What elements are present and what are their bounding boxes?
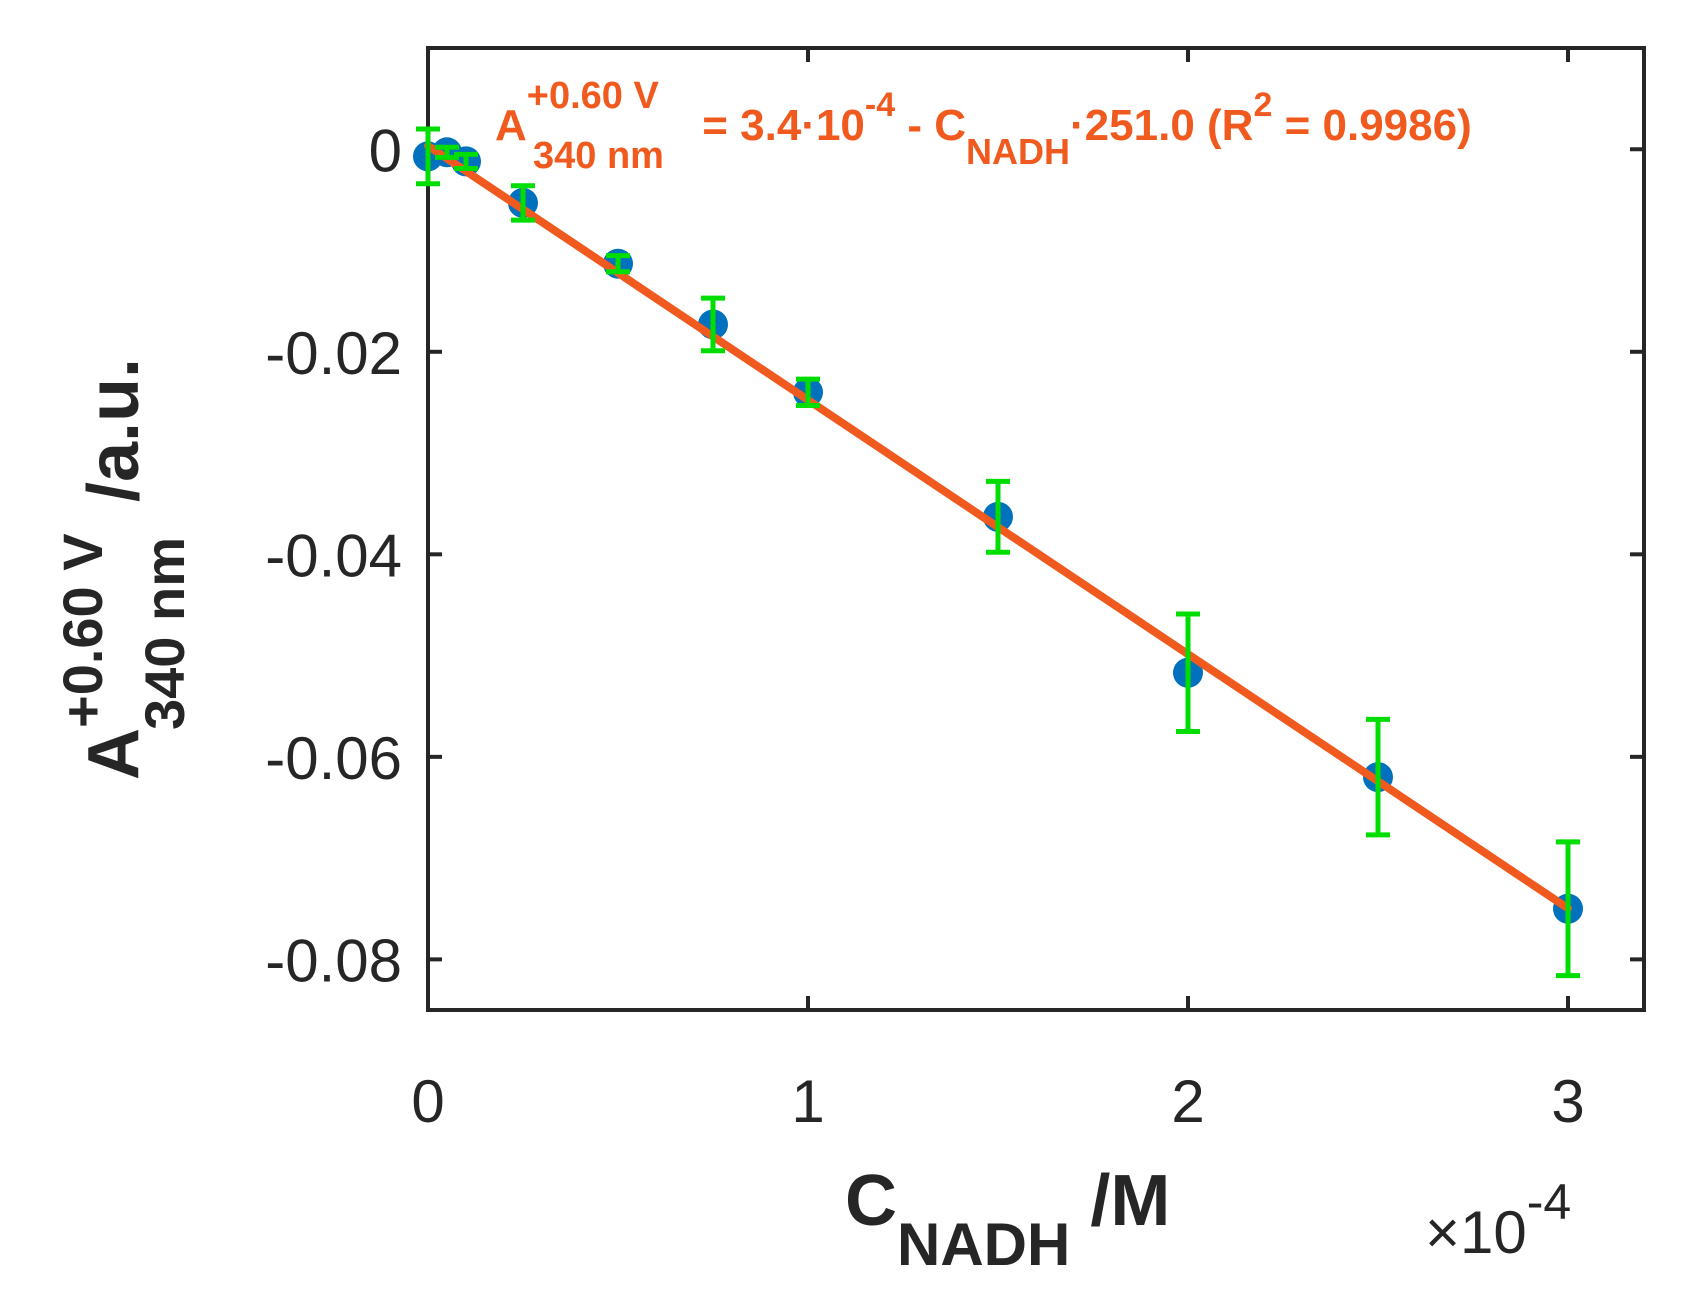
y-tick-label: -0.04 <box>265 522 402 589</box>
x-tick-label: 0 <box>411 1068 444 1135</box>
y-title-sub: 340 nm <box>133 537 196 730</box>
y-title-unit: /a.u. <box>74 358 154 522</box>
eq-rhs-part2: - C <box>895 101 966 150</box>
eq-rhs-exp: -4 <box>865 86 895 124</box>
eq-r2-exp: 2 <box>1253 86 1272 124</box>
x-tick-labels: 0 1 2 3 <box>411 1068 1584 1135</box>
y-tick-labels: 0 -0.02 -0.04 -0.06 -0.08 <box>265 117 402 994</box>
plot-frame <box>426 46 1646 1012</box>
y-tick-label: 0 <box>369 117 402 184</box>
y-tick-label: -0.02 <box>265 320 402 387</box>
x-tick-label: 2 <box>1171 1068 1204 1135</box>
y-tick-label: -0.08 <box>265 927 402 994</box>
axis-ticks <box>426 48 1644 1010</box>
x-axis-title: CNADH /M <box>845 1161 1170 1278</box>
x-tick-label: 1 <box>791 1068 824 1135</box>
eq-lhs-main: A <box>495 101 527 150</box>
y-title-main: A <box>74 728 154 780</box>
fit-equation: A+0.60 V 340 nm = 3.4·10-4 - CNADH·251.0 … <box>495 75 1472 177</box>
y-tick-label: -0.06 <box>265 725 402 792</box>
eq-rhs-part3: ·251.0 (R <box>1070 101 1253 150</box>
eq-lhs-sup: +0.60 V <box>527 75 660 117</box>
x-exponent: ×10-4 <box>1425 1174 1571 1266</box>
x-title-sub: NADH <box>897 1211 1070 1278</box>
x-exponent-prefix: ×10 <box>1425 1199 1527 1266</box>
eq-rhs-part4: = 0.9986) <box>1272 101 1471 150</box>
x-title-unit: /M <box>1070 1161 1170 1241</box>
eq-rhs-sub: NADH <box>966 131 1070 172</box>
eq-lhs-sub: 340 nm <box>533 135 664 177</box>
x-tick-label: 3 <box>1551 1068 1584 1135</box>
eq-rhs-part1: = 3.4·10 <box>690 101 865 150</box>
x-exponent-power: -4 <box>1527 1174 1571 1230</box>
errorbars <box>416 126 1580 979</box>
x-title-main: C <box>845 1161 897 1241</box>
y-axis-title: A+0.60 V 340 nm /a.u. <box>51 358 196 780</box>
y-title-sup: +0.60 V <box>51 533 114 728</box>
